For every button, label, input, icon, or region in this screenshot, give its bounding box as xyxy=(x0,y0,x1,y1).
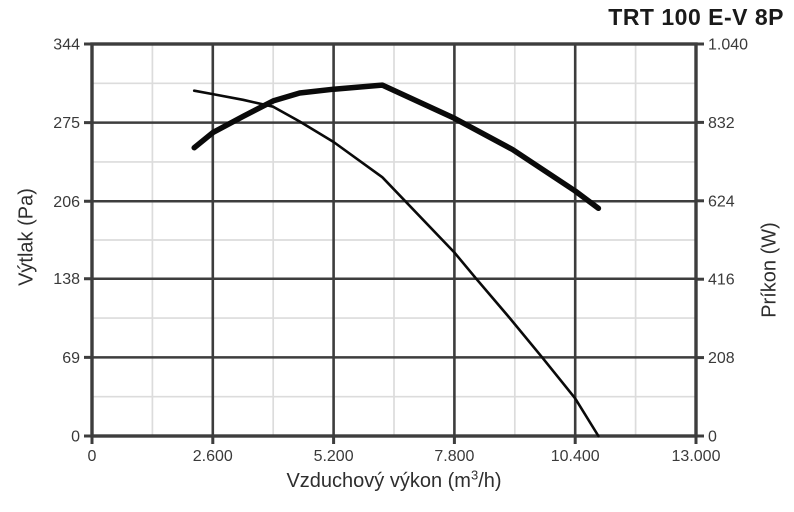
pressure-curve xyxy=(192,89,600,438)
y-axis-label-left: Výtlak (Pa) xyxy=(15,188,38,286)
x-axis-label: Vzduchový výkon (m3/h) xyxy=(286,467,502,493)
power-curve xyxy=(191,82,602,212)
x-tick-label: 10.400 xyxy=(551,448,600,465)
y-right-tick-label: 0 xyxy=(708,429,717,446)
y-left-tick-label: 344 xyxy=(53,37,80,54)
y-left-tick-label: 275 xyxy=(53,115,80,132)
y-right-tick-label: 624 xyxy=(708,193,735,210)
y-right-tick-label: 208 xyxy=(708,350,735,367)
y-right-tick-label: 416 xyxy=(708,272,735,289)
y-left-tick-label: 69 xyxy=(62,350,80,367)
x-axis-label-post: /h) xyxy=(478,470,502,492)
x-tick-label: 5.200 xyxy=(314,448,354,465)
x-axis-label-pre: Vzduchový výkon (m xyxy=(286,470,471,492)
x-tick-label: 2.600 xyxy=(193,448,233,465)
chart-title: TRT 100 E-V 8P xyxy=(608,4,784,30)
x-axis-label-sup: 3 xyxy=(470,467,479,483)
y-left-tick-label: 206 xyxy=(53,194,80,211)
x-tick-label: 7.800 xyxy=(434,448,474,465)
x-tick-label: 0 xyxy=(88,448,97,465)
y-right-tick-label: 1.040 xyxy=(708,37,748,54)
y-axis-label-right: Príkon (W) xyxy=(758,222,781,318)
y-left-tick-label: 0 xyxy=(71,429,80,446)
plot-border xyxy=(90,42,698,438)
y-left-tick-label: 138 xyxy=(53,271,80,288)
y-right-tick-label: 832 xyxy=(708,115,735,132)
x-tick-label: 13.000 xyxy=(672,448,721,465)
